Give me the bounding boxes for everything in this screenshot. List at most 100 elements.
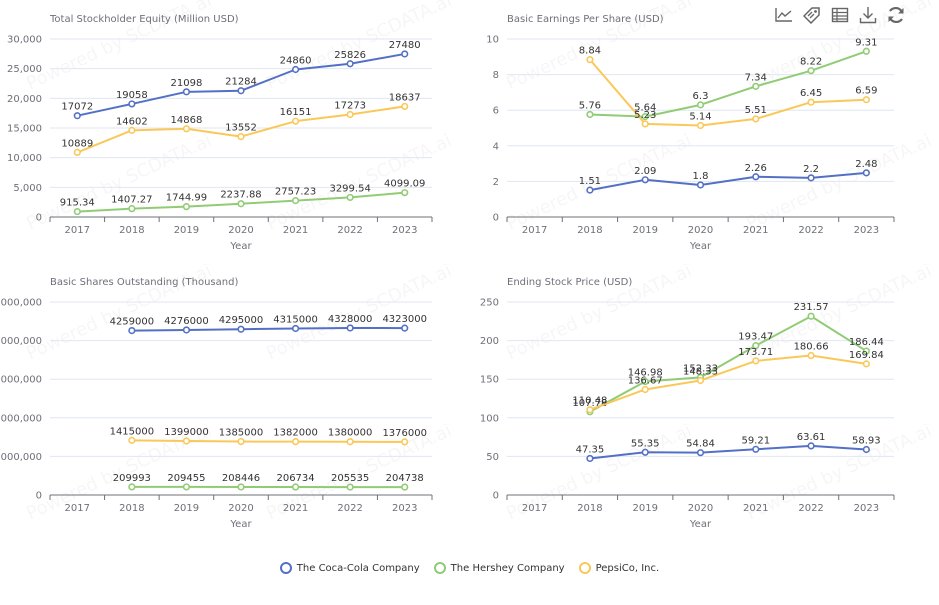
data-point: [862, 96, 870, 104]
refresh-icon[interactable]: [886, 5, 906, 25]
data-label: 208446: [222, 473, 260, 484]
data-point: [401, 189, 409, 197]
data-label: 2757.23: [275, 187, 316, 198]
data-point: [128, 327, 136, 335]
data-label: 9.31: [855, 37, 877, 48]
data-label: 2.26: [745, 163, 767, 174]
data-label: 136.67: [628, 375, 663, 386]
data-point: [586, 186, 594, 194]
data-label: 18637: [389, 92, 421, 103]
data-point: [752, 357, 760, 365]
data-label: 915.34: [60, 198, 95, 209]
data-point: [696, 181, 705, 189]
data-point: [128, 436, 136, 444]
data-label: 186.44: [849, 337, 884, 348]
data-point: [237, 325, 245, 333]
series-line-0: [131, 326, 405, 332]
y-tick-label: 250: [480, 298, 499, 309]
series-line-1: [589, 50, 867, 118]
x-tick-label: 2017: [65, 503, 90, 514]
data-point: [237, 87, 245, 95]
data-point: [641, 377, 649, 386]
data-point: [641, 113, 649, 121]
legend-marker-icon: [578, 562, 591, 574]
data-point: [586, 56, 594, 64]
data-point: [182, 483, 191, 491]
watermark-text: Powered by SCDATA.ai: [743, 420, 935, 524]
legend-item-coca-cola[interactable]: The Coca-Cola Company: [279, 562, 420, 574]
data-label: 4295000: [219, 315, 264, 326]
data-point: [862, 360, 870, 368]
data-point: [696, 449, 705, 457]
y-tick-label: 10,000: [7, 153, 42, 164]
data-point: [237, 483, 245, 491]
data-label: 16151: [280, 107, 312, 118]
data-label: 17273: [334, 101, 366, 112]
data-point: [346, 438, 354, 446]
data-label: 1415000: [110, 426, 155, 437]
y-tick-label: 150: [480, 375, 499, 386]
x-tick-label: 2021: [283, 225, 308, 236]
data-point: [346, 324, 354, 332]
data-point: [182, 326, 191, 334]
data-point: [291, 324, 300, 333]
x-tick-label: 2020: [688, 503, 713, 514]
data-point: [128, 205, 136, 213]
data-label: 13552: [225, 123, 257, 134]
data-point: [641, 176, 649, 184]
series-line-0: [589, 444, 867, 460]
data-point: [862, 169, 870, 177]
tag-icon[interactable]: [802, 5, 822, 25]
y-tick-label: 200: [480, 336, 499, 347]
data-point: [401, 102, 409, 111]
x-tick-label: 2017: [522, 225, 547, 236]
data-view-icon[interactable]: [830, 5, 850, 25]
data-label: 107.78: [572, 398, 607, 409]
data-point: [128, 100, 136, 108]
legend-item-pepsico[interactable]: PepsiCo, Inc.: [578, 562, 659, 574]
legend-item-hershey[interactable]: The Hershey Company: [433, 562, 565, 574]
data-point: [807, 174, 815, 182]
data-label: 1382000: [273, 428, 318, 439]
data-point: [401, 483, 409, 491]
x-tick-label: 2019: [632, 503, 657, 514]
data-point: [807, 442, 815, 450]
watermark-text: Powered by SCDATA.ai: [263, 260, 455, 364]
watermark-text: Powered by SCDATA.ai: [23, 260, 215, 364]
data-label: 1399000: [164, 427, 209, 438]
y-tick-label: 15,000: [7, 124, 42, 135]
data-label: 8.84: [579, 46, 601, 57]
x-tick-label: 2020: [228, 503, 253, 514]
toolbox: [774, 5, 906, 25]
y-tick-label: 30,000: [7, 35, 42, 46]
data-label: 6.3: [693, 91, 709, 102]
line-chart-icon[interactable]: [774, 5, 794, 25]
data-label: 47.35: [576, 444, 605, 455]
data-point: [807, 312, 815, 320]
data-label: 5.64: [634, 103, 656, 114]
legend-marker-icon: [279, 562, 292, 574]
data-label: 193.47: [738, 332, 773, 343]
data-label: 231.57: [794, 302, 829, 313]
x-tick-label: 2018: [119, 503, 144, 514]
data-point: [128, 126, 136, 134]
chart-title: Ending Stock Price (USD): [507, 277, 632, 288]
data-label: 54.84: [686, 439, 715, 450]
data-label: 59.21: [741, 435, 770, 446]
chart-title: Basic Shares Outstanding (Thousand): [50, 277, 238, 288]
watermark-text: Powered by SCDATA.ai: [263, 0, 455, 95]
data-point: [346, 193, 354, 202]
data-point: [401, 324, 409, 332]
data-label: 1407.27: [111, 195, 152, 206]
data-label: 205535: [331, 473, 369, 484]
data-label: 5.76: [579, 100, 601, 111]
x-tick-label: 2022: [798, 503, 823, 514]
y-tick-label: 6: [493, 106, 499, 117]
download-icon[interactable]: [858, 5, 878, 25]
y-tick-label: 1,000,000: [0, 452, 42, 463]
y-tick-label: 0: [493, 491, 499, 502]
data-label: 55.35: [631, 438, 660, 449]
x-tick-label: 2018: [119, 225, 144, 236]
x-tick-label: 2023: [392, 503, 417, 514]
